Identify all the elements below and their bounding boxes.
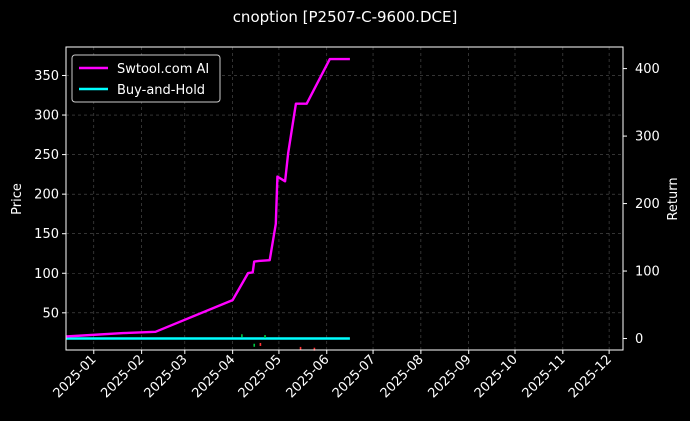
y-tick-label: 50	[42, 306, 59, 321]
y2-tick-label: 400	[635, 62, 660, 77]
y-axis-label: Price	[10, 183, 25, 215]
y-tick-label: 250	[34, 148, 59, 163]
y-axis-right: 0 100 200 300 400	[623, 62, 660, 347]
signal-marker-green	[241, 334, 243, 338]
plot-frame	[65, 46, 624, 351]
y-tick-label: 100	[34, 267, 59, 282]
y2-tick-label: 100	[635, 265, 660, 280]
signal-marker-red	[299, 346, 302, 350]
y2-tick-label: 300	[635, 130, 660, 145]
y2-axis-label: Return	[666, 177, 681, 220]
signal-marker-green	[253, 343, 256, 347]
chart-title: cnoption [P2507-C-9600.DCE]	[233, 8, 458, 26]
y-tick-label: 200	[34, 188, 59, 203]
y-tick-label: 350	[34, 69, 59, 84]
y2-tick-label: 0	[635, 332, 643, 347]
legend-frame	[71, 54, 221, 103]
legend: Swtool.com AI Buy-and-Hold	[71, 54, 221, 103]
y-tick-label: 300	[34, 109, 59, 124]
signal-marker-red	[313, 347, 316, 351]
signal-marker-green	[264, 335, 266, 339]
legend-label-buy-and-hold: Buy-and-Hold	[117, 83, 205, 98]
series-line-swtool	[65, 57, 350, 338]
signal-marker-red	[259, 342, 262, 346]
series-layer	[65, 57, 350, 351]
y-axis-left: 50 100 150 200 250 300 350	[34, 69, 66, 321]
y-tick-label: 150	[34, 227, 59, 242]
legend-label-swtool: Swtool.com AI	[117, 62, 209, 77]
y2-tick-label: 200	[635, 197, 660, 212]
